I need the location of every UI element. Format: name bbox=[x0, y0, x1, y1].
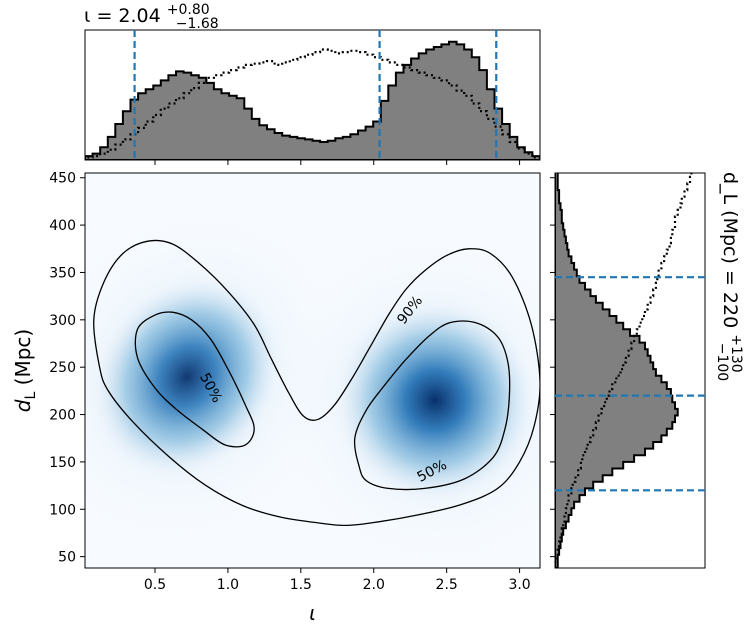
top-marginal-title: ι = 2.04 +0.80 −1.68 bbox=[84, 0, 219, 32]
credible-contours bbox=[93, 239, 540, 527]
right-marginal-title: d_L (Mpc) = 220 +130 −100 bbox=[714, 172, 749, 381]
ylabel-d: d bbox=[11, 399, 35, 412]
right-marginal-y-ticks bbox=[550, 177, 555, 558]
y-tick-label: 50 bbox=[58, 550, 76, 566]
y-tick-label: 300 bbox=[49, 313, 76, 329]
x-tick-label: 1.0 bbox=[217, 577, 239, 593]
contour-50pct-2 bbox=[353, 320, 511, 491]
x-tick-label: 1.5 bbox=[290, 577, 312, 593]
right-title-main: d_L (Mpc) = 220 bbox=[719, 172, 741, 328]
y-tick-label: 250 bbox=[49, 360, 76, 376]
right-marginal-panel: d_L (Mpc) = 220 +130 −100 bbox=[550, 172, 749, 569]
ylabel-units: (Mpc) bbox=[11, 329, 35, 392]
main-y-axis-label: dL (Mpc) bbox=[11, 329, 39, 412]
y-tick-label: 450 bbox=[49, 171, 76, 187]
x-tick-label: 2.5 bbox=[436, 577, 458, 593]
y-tick-label: 200 bbox=[49, 408, 76, 424]
y-tick-label: 100 bbox=[49, 502, 76, 518]
right-title-sub: −100 bbox=[714, 343, 730, 381]
main-x-axis-ticks: 0.5 1.0 1.5 2.0 2.5 3.0 bbox=[144, 568, 531, 593]
top-title-sup: +0.80 bbox=[167, 2, 210, 18]
top-marginal-x-ticks bbox=[154, 160, 521, 165]
top-posterior-histogram bbox=[85, 40, 540, 160]
right-prior-histogram bbox=[555, 173, 693, 568]
contour-90pct-0 bbox=[93, 239, 540, 527]
top-marginal-panel: ι = 2.04 +0.80 −1.68 bbox=[84, 0, 541, 165]
main-x-axis-label: ι bbox=[309, 601, 316, 625]
top-prior-histogram bbox=[85, 48, 540, 160]
main-panel-frame bbox=[84, 172, 541, 569]
top-title-sub: −1.68 bbox=[176, 16, 219, 32]
contour-50pct-1 bbox=[134, 311, 255, 448]
density-heatmap bbox=[85, 202, 540, 568]
y-tick-label: 150 bbox=[49, 455, 76, 471]
density-mode-left bbox=[93, 276, 282, 477]
main-y-axis-ticks: 50 100 150 200 250 300 350 400 450 bbox=[49, 171, 85, 566]
top-title-main: ι = 2.04 bbox=[84, 5, 161, 27]
right-title-sup: +130 bbox=[728, 334, 744, 372]
density-mode-right bbox=[335, 300, 535, 501]
x-tick-label: 0.5 bbox=[144, 577, 166, 593]
ylabel-sub: L bbox=[23, 392, 39, 400]
y-tick-label: 350 bbox=[49, 265, 76, 281]
x-tick-label: 2.0 bbox=[363, 577, 385, 593]
x-tick-label: 3.0 bbox=[508, 577, 530, 593]
main-joint-panel: 90%50%50% 0.5 1.0 1.5 2.0 2.5 3.0 50100150200… bbox=[11, 171, 541, 625]
y-tick-label: 400 bbox=[49, 218, 76, 234]
right-posterior-histogram bbox=[555, 173, 679, 568]
